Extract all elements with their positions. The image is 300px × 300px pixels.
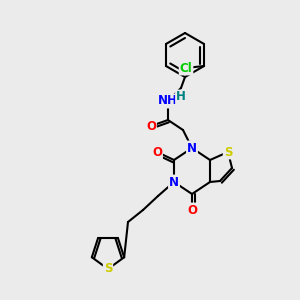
Text: S: S [224, 146, 232, 158]
Text: NH: NH [158, 94, 178, 107]
Text: O: O [146, 119, 156, 133]
Text: Cl: Cl [180, 61, 192, 74]
Text: S: S [104, 262, 112, 275]
Text: O: O [152, 146, 162, 158]
Text: H: H [176, 91, 186, 103]
Text: O: O [187, 203, 197, 217]
Text: N: N [187, 142, 197, 154]
Text: N: N [169, 176, 179, 188]
